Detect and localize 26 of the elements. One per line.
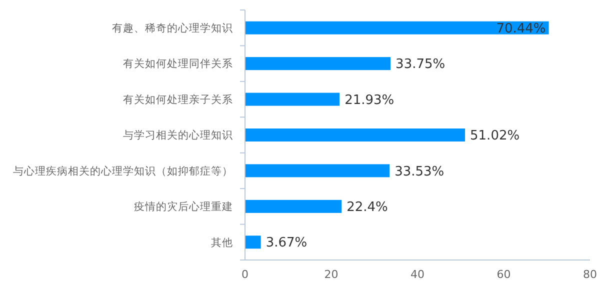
data-label: 70.44% xyxy=(496,21,546,36)
y-tick-label: 与心理疾病相关的心理学知识（如抑郁症等） xyxy=(13,164,233,178)
bar xyxy=(245,57,391,70)
data-label: 33.75% xyxy=(396,57,446,72)
x-tick-label: 80 xyxy=(583,268,597,281)
data-label: 51.02% xyxy=(470,128,520,144)
y-tick-label: 有关如何处理亲子关系 xyxy=(123,92,233,106)
x-tick-label: 0 xyxy=(242,268,248,281)
y-tick-label: 与学习相关的心理知识 xyxy=(123,128,233,142)
bar xyxy=(245,164,390,178)
data-label: 33.53% xyxy=(394,164,444,180)
x-tick-label: 60 xyxy=(496,268,511,281)
data-label: 3.67% xyxy=(266,236,308,251)
bar xyxy=(245,92,340,106)
data-label: 21.93% xyxy=(344,92,394,108)
x-tick-label: 40 xyxy=(410,268,424,281)
bar xyxy=(245,128,466,142)
y-tick-label: 有趣、稀奇的心理学知识 xyxy=(112,22,233,35)
data-label: 22.4% xyxy=(346,200,388,215)
y-tick-label: 其他 xyxy=(211,236,233,249)
bar xyxy=(245,236,261,249)
y-tick-label: 疫情的灾后心理重建 xyxy=(134,200,233,214)
bar xyxy=(245,21,549,34)
bar xyxy=(245,200,342,213)
y-tick-label: 有关如何处理同伴关系 xyxy=(123,57,233,70)
x-tick-label: 20 xyxy=(324,268,338,281)
